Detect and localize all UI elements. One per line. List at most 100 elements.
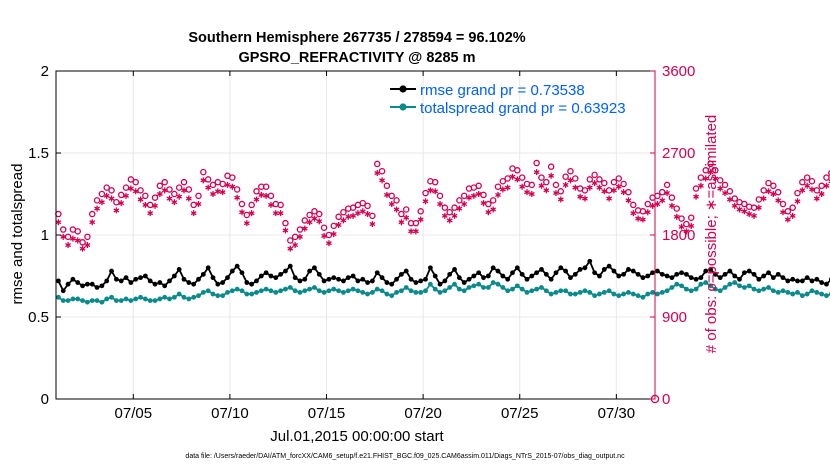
obs-possible-point — [84, 233, 91, 241]
obs-assimilated-point — [132, 188, 139, 195]
obs-possible-point — [673, 205, 680, 212]
rmse-point — [341, 278, 346, 284]
spread-point — [577, 290, 583, 295]
obs-possible-point — [137, 187, 144, 194]
obs-possible-point — [180, 178, 188, 186]
obs-possible-point — [113, 198, 120, 206]
obs-assimilated-point — [625, 197, 632, 204]
spread-point — [65, 298, 71, 303]
rmse-point — [635, 271, 641, 277]
rmse-point — [374, 270, 380, 276]
obs-assimilated-point — [113, 207, 120, 214]
obs-possible-point — [238, 200, 246, 208]
spread-point — [722, 285, 728, 290]
rmse-point — [268, 273, 274, 279]
obs-assimilated-point — [253, 196, 260, 203]
y-tick-label: 0 — [41, 391, 49, 408]
spread-point — [70, 296, 76, 302]
rmse-point — [176, 267, 182, 272]
obs-assimilated-point — [717, 185, 724, 192]
obs-assimilated-point — [533, 169, 540, 176]
obs-assimilated-point — [190, 210, 197, 217]
rmse-point — [162, 283, 168, 289]
x-tick-label: 07/20 — [404, 405, 442, 422]
rmse-point — [587, 258, 593, 264]
obs-possible-point — [233, 186, 241, 193]
spread-point — [485, 285, 491, 290]
obs-assimilated-point — [398, 219, 405, 226]
obs-possible-point — [287, 237, 294, 244]
rmse-point — [128, 280, 134, 285]
rmse-point — [485, 273, 491, 279]
obs-assimilated-point — [543, 187, 550, 194]
rmse-point — [529, 273, 535, 279]
rmse-point — [514, 265, 520, 271]
obs-assimilated-point — [528, 191, 535, 197]
obs-assimilated-point — [441, 212, 448, 219]
y-axis-right-ticks: 0 900 1800 2700 3600 — [650, 63, 695, 408]
spread-point — [761, 286, 767, 292]
obs-possible-point — [818, 182, 825, 190]
obs-assimilated-point — [301, 225, 308, 232]
obs-assimilated-point — [156, 191, 163, 197]
spread-point — [408, 288, 414, 294]
obs-possible-point — [88, 210, 96, 218]
obs-assimilated-point — [258, 191, 265, 198]
rmse-point — [495, 268, 501, 274]
rmse-point — [505, 276, 511, 282]
obs-possible-point — [605, 187, 613, 194]
obs-possible-point — [750, 204, 758, 211]
y-right-tick-label: 1800 — [662, 227, 695, 244]
rmse-point — [80, 283, 85, 289]
obs-possible-point — [267, 192, 275, 200]
spread-point — [162, 294, 168, 300]
obs-possible-point — [625, 188, 632, 196]
obs-assimilated-point — [316, 218, 323, 225]
obs-possible-point — [567, 167, 574, 175]
spread-point — [307, 286, 313, 292]
obs-possible-point — [707, 160, 714, 168]
rmse-point — [717, 275, 723, 281]
spread-point — [423, 288, 428, 294]
obs-assimilated-point — [379, 177, 385, 184]
spread-point — [780, 288, 786, 294]
spread-point — [84, 299, 90, 305]
spread-point — [519, 286, 525, 292]
y-right-tick-label: 0 — [662, 391, 670, 408]
obs-possible-point — [779, 200, 787, 208]
y-right-tick-label: 2700 — [662, 145, 695, 162]
rmse-point — [384, 280, 390, 285]
rmse-point — [287, 263, 293, 269]
obs-assimilated-point — [577, 193, 584, 200]
obs-assimilated-point — [775, 197, 782, 204]
rmse-point — [737, 276, 742, 282]
spread-point — [543, 288, 549, 294]
obs-possible-point — [316, 210, 323, 218]
legend-rmse-marker — [399, 85, 407, 93]
spread-point — [790, 291, 796, 297]
spread-point — [128, 298, 134, 303]
rmse-point — [809, 278, 815, 284]
obs-assimilated-point — [181, 187, 187, 194]
rmse-point — [790, 276, 796, 282]
obs-assimilated-point — [495, 191, 501, 198]
rmse-point — [683, 271, 689, 277]
rmse-point — [548, 276, 554, 282]
obs-assimilated-point — [707, 169, 714, 176]
obs-possible-point — [823, 174, 830, 181]
rmse-point — [442, 278, 448, 284]
rmse-point — [795, 278, 800, 284]
obs-assimilated-point — [490, 206, 497, 213]
rmse-point — [626, 267, 631, 272]
rmse-point — [466, 276, 472, 282]
obs-possible-point — [142, 192, 149, 200]
obs-assimilated-point — [229, 183, 236, 190]
obs-possible-point — [243, 211, 251, 219]
rmse-point — [432, 273, 438, 279]
rmse-point — [679, 270, 684, 276]
x-axis-ticks: 07/05 07/10 07/15 07/20 07/25 07/30 — [115, 71, 635, 422]
y-right-zero-marker — [650, 394, 660, 404]
obs-possible-point — [794, 189, 801, 197]
rmse-point — [708, 267, 713, 272]
spread-point — [336, 288, 341, 294]
